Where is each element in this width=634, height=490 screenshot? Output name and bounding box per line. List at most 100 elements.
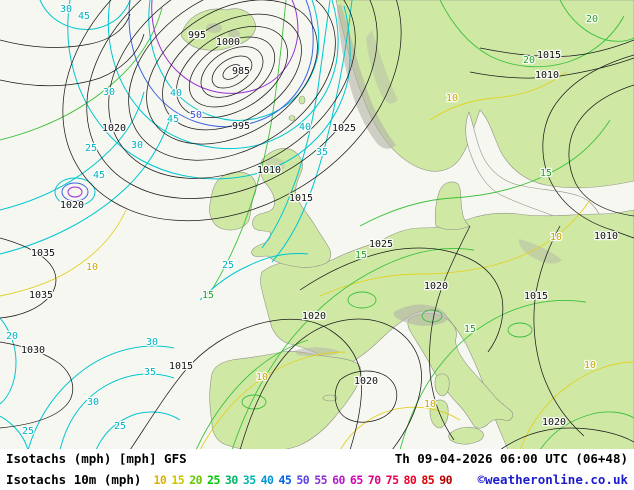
valid-time: Th 09-04-2026 06:00 UTC (06+48) [394,451,628,466]
isobar-label: 1020 [354,376,378,387]
isotach-green-label: 15 [202,290,214,301]
isotach-yellow-label: 10 [550,232,562,243]
isobar-label: 1015 [537,50,561,61]
isotach-cyan-label: 45 [167,114,179,125]
isobar-label: 1010 [594,231,618,242]
iceland-terrain [206,23,222,33]
legend-label: Isotachs 10m (mph) [6,472,142,487]
isotach-green-label: 20 [523,55,535,66]
isobar-label: 1020 [60,200,84,211]
isobar-label: 1020 [542,417,566,428]
isotach-contours-purple [67,0,299,198]
legend-scale-value: 35 [242,473,256,487]
isobar-label: 1015 [524,291,548,302]
isobar-label: 1020 [302,311,326,322]
isobar-label: 1015 [169,361,193,372]
isobar-label: 1035 [31,248,55,259]
legend-scale-value: 65 [349,473,363,487]
isotach-cyan-label: 30 [87,397,99,408]
legend-scale-value: 70 [367,473,381,487]
isobar-label: 1010 [257,165,281,176]
isotach-cyan-label: 30 [146,337,158,348]
isotach-cyan-label: 40 [170,88,182,99]
isotach-contours-cyan [0,0,353,449]
isotach-cyan-label: 25 [85,143,97,154]
isobar-label: 985 [232,66,250,77]
isotach-cyan-label: 45 [93,170,105,181]
isobar-label: 1010 [535,70,559,81]
iberia-landmass [209,351,362,449]
isobar-label: 1020 [102,123,126,134]
isotach-cyan-label: 40 [299,122,311,133]
map-title: Isotachs (mph) [mph] GFS [6,451,187,466]
isotach-yellow-label: 10 [86,262,98,273]
isobar-contours [0,0,634,449]
isobar-label: 995 [232,121,250,132]
isobar-label: 995 [188,30,206,41]
isotach-yellow-label: 10 [424,399,436,410]
legend-scale: 10 15 20 25 30 35 40 45 50 55 60 65 70 75 80 85 90 [153,473,452,487]
footer-row-1: Isotachs (mph) [mph] GFS Th 09-04-2026 0… [6,451,628,466]
weather-map: 995 1000 985 995 1010 1015 1020 1025 1015 1010 102… [0,0,634,449]
shetland-islands [298,95,306,105]
isotach-cyan-label: 30 [60,4,72,15]
balearic-islands [322,394,338,402]
orkney-islands [288,115,296,121]
isobar-label: 1000 [216,37,240,48]
legend-scale-value: 45 [278,473,292,487]
isotach-green-label: 15 [540,168,552,179]
legend-scale-value: 90 [439,473,453,487]
isobar-label: 1020 [424,281,448,292]
isotach-cyan-label: 25 [22,426,34,437]
isobar-label: 1015 [289,193,313,204]
isotach-contours-green [0,0,634,449]
isotach-yellow-label: 10 [256,372,268,383]
isotach-yellow-label: 10 [446,93,458,104]
legend-scale-value: 30 [224,473,238,487]
isotach-cyan-label: 25 [114,421,126,432]
great-britain-landmass [251,148,332,268]
isotach-cyan-label: 35 [316,147,328,158]
land-coastlines [181,0,634,449]
legend-scale-value: 20 [189,473,203,487]
legend-scale-value: 80 [403,473,417,487]
legend-footer: Isotachs (mph) [mph] GFS Th 09-04-2026 0… [0,449,634,490]
isotach-cyan-label: 20 [6,331,18,342]
legend-scale-value: 50 [296,473,310,487]
italy-landmass [407,313,513,429]
legend-scale-value: 85 [421,473,435,487]
legend-scale-value: 25 [207,473,220,487]
sicily-landmass [448,426,484,445]
scotland-highlands [265,158,285,172]
isotach-green-label: 15 [464,324,476,335]
legend-scale-value: 60 [332,473,345,487]
pyrenees-mountains [294,347,341,357]
isotach-cyan-label: 45 [78,11,90,22]
ireland-landmass [209,171,257,231]
legend-scale-value: 75 [385,473,399,487]
sardinia-landmass [429,399,449,429]
isotach-cyan-label: 30 [131,140,143,151]
isotach-contours-yellow [0,71,634,449]
scandes-inner [366,30,398,104]
isotach-cyan-label: 35 [144,367,156,378]
isotach-cyan-label: 25 [222,260,234,271]
corsica-landmass [434,373,450,397]
legend-scale-value: 40 [260,473,274,487]
isotach-contours-blue [61,0,314,202]
isotach-green-label: 15 [355,250,367,261]
legend-scale-value: 10 [153,473,167,487]
denmark-landmass [434,181,471,231]
legend-scale-value: 55 [314,473,328,487]
isotach-cyan-label: 30 [103,87,115,98]
footer-row-2: Isotachs 10m (mph) 10 15 20 25 30 35 40 45 50 55 6… [6,472,628,487]
isobar-label: 1035 [29,290,53,301]
iceland-low-rings [62,0,402,222]
isotach-green-label: 20 [586,14,598,25]
copyright-link[interactable]: ©weatheronline.co.uk [477,472,628,487]
legend-scale-value: 15 [171,473,185,487]
iceland-terrain [228,30,240,38]
isobar-label: 1025 [369,239,393,250]
